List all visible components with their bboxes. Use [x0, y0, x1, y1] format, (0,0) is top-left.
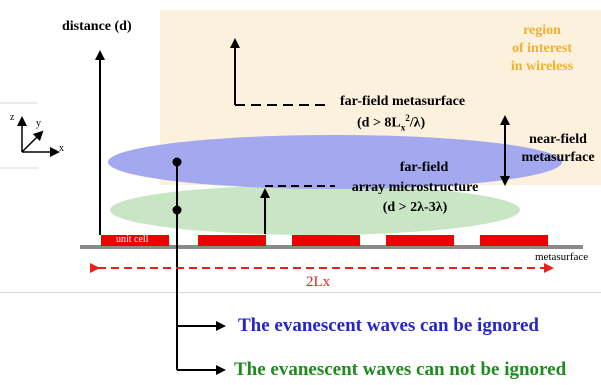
period-label: 2Lx — [306, 274, 331, 290]
axis-y-arrow — [21, 130, 44, 153]
near-field-ellipse — [108, 135, 562, 189]
axis-z-label: z — [10, 112, 15, 123]
panel-border — [0, 292, 601, 293]
metasurface-label: metasurface — [535, 251, 589, 263]
axis-y-label: y — [36, 118, 41, 129]
array-microstructure-ellipse — [110, 185, 520, 235]
evanescent-not-ignored-text: The evanescent waves can not be ignored — [234, 359, 567, 380]
far-field-condition: (d > 8Lx2/λ) — [357, 113, 425, 132]
unit-cell-1 — [101, 235, 169, 246]
metasurface-bar — [80, 245, 583, 249]
region-line-3: in wireless — [510, 59, 574, 74]
unit-cell-label: unit cell — [116, 234, 149, 245]
near-field-metasurface-label: near-field metasurface — [513, 131, 601, 167]
array-line-2: array microstructure — [351, 180, 479, 195]
distance-axis-label: distance (d) — [62, 19, 132, 34]
pointer-dot-green — [172, 205, 182, 215]
array-microstructure-label: far-field array microstructure (d > 2λ-3… — [320, 158, 510, 218]
near-field-line-1: near-field — [529, 132, 587, 147]
far-field-sup-2: 2 — [405, 113, 410, 123]
region-line-2: of interest — [512, 41, 572, 56]
pointer-dot-blue — [172, 157, 182, 167]
region-of-interest-label: region of interest in wireless — [487, 22, 597, 76]
unit-cell-4 — [386, 235, 454, 246]
far-field-condition-tail: /λ) — [409, 115, 426, 131]
unit-cell-2 — [198, 235, 266, 246]
region-line-1: region — [523, 23, 561, 38]
far-field-sub-x: x — [400, 122, 406, 133]
array-condition: (d > 2λ-3λ) — [382, 200, 448, 215]
unit-cell-3 — [292, 235, 360, 246]
near-field-line-2: metasurface — [521, 150, 595, 165]
far-field-metasurface-label: far-field metasurface — [340, 94, 466, 109]
array-line-1: far-field — [399, 160, 449, 175]
evanescent-ignored-text: The evanescent waves can be ignored — [238, 315, 539, 336]
axis-x-label: x — [59, 143, 64, 154]
unit-cell-5 — [480, 235, 548, 246]
far-field-condition-head: (d > 8L — [357, 115, 401, 131]
